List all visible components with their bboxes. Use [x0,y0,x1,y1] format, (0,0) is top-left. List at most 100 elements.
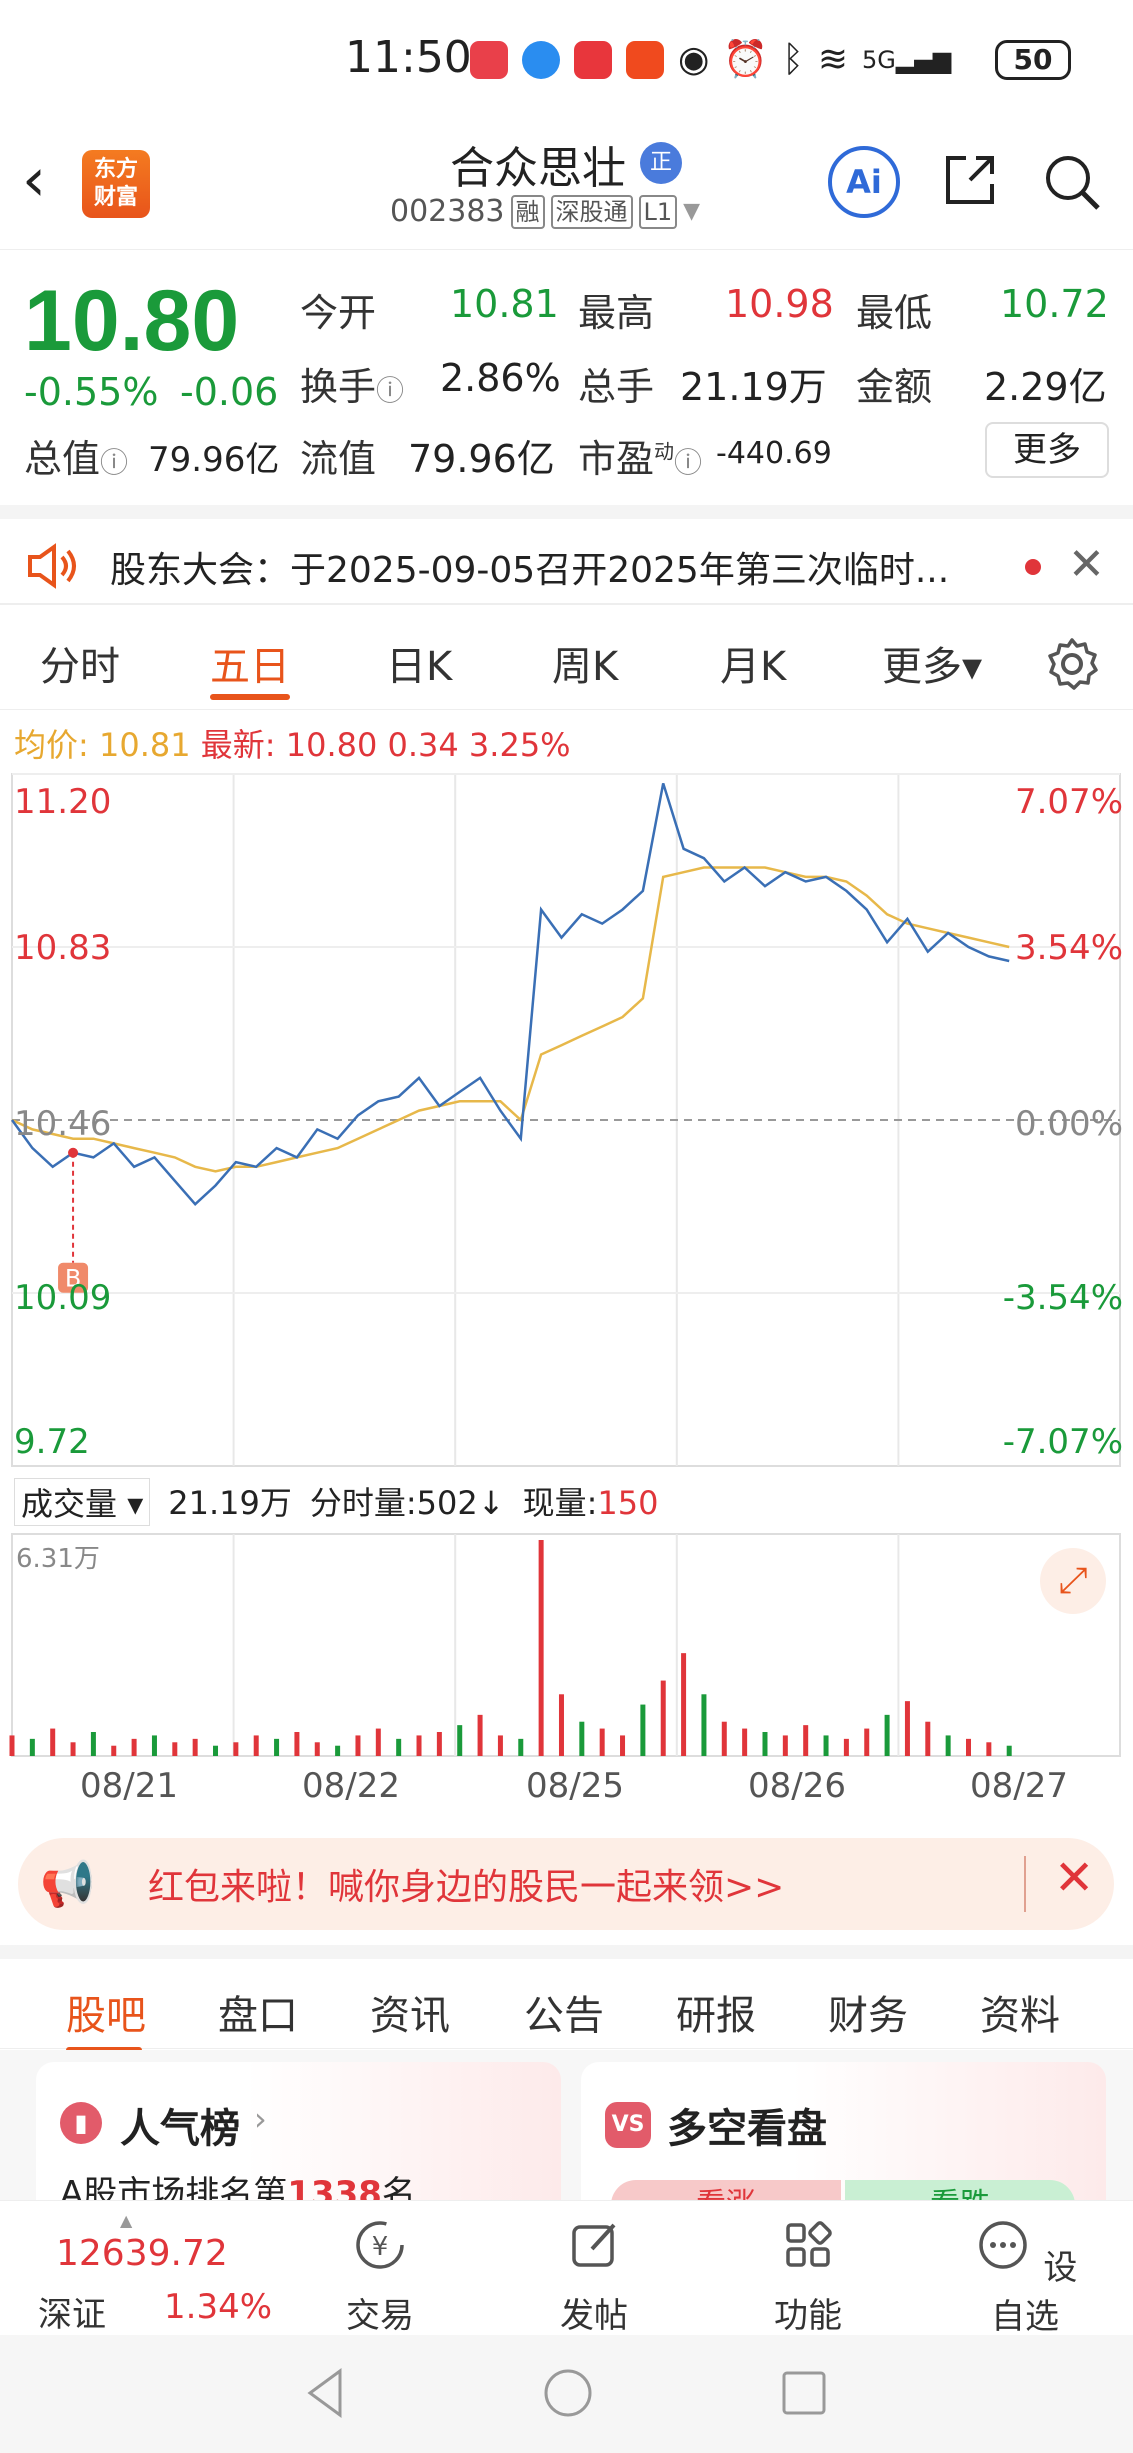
y-tick-left: 9.72 [14,1422,90,1462]
shield-app-icon [522,41,560,79]
eastmoney-logo[interactable]: 东方 财富 [82,150,150,218]
volume-bar [375,1728,381,1756]
bull-bear-title: 多空看盘 [667,2106,827,2152]
pe-label[interactable]: 市盈动ⓘ [578,437,703,481]
tab-guba[interactable]: 股吧 [66,1993,146,2039]
search-icon[interactable] [1040,150,1104,214]
tab-finance[interactable]: 财务 [828,1993,908,2039]
volume-bar [823,1735,829,1756]
tab-five-day[interactable]: 五日 [210,644,290,690]
volume-bar [721,1721,727,1756]
volume-bar [497,1735,503,1756]
price-chart-svg[interactable]: B [0,770,1133,1470]
volume-bar [1006,1745,1012,1756]
more-button[interactable]: 更多 [985,422,1109,478]
high-label: 最高 [578,291,655,335]
stock-name: 合众思壮 [450,143,626,194]
svg-text:¥: ¥ [372,2232,389,2262]
close-icon[interactable]: ✕ [1054,1850,1095,1906]
tab-announcements[interactable]: 公告 [524,1993,604,2039]
nav-home-icon[interactable] [540,2365,596,2421]
volume-max-label: 6.31万 [16,1544,100,1574]
post-button[interactable]: 发帖 [544,2215,644,2337]
features-button[interactable]: 功能 [758,2215,858,2337]
nav-back-icon[interactable] [300,2365,350,2421]
volume-chart[interactable]: 6.31万 ⤢ [0,1530,1133,1760]
weibo-app-icon [574,41,612,79]
volume-total: 21.19万 [168,1484,292,1522]
tab-weekly-k[interactable]: 周K [552,644,619,690]
volume-bar [904,1701,910,1756]
status-time: 11:50 [345,32,472,83]
tag-sz-connect: 深股通 [550,194,633,229]
share-icon[interactable] [940,150,1000,210]
bottom-toolbar: ▲ 12639.72 深证 1.34% ¥ 交易 发帖 功能 设自选 [0,2200,1133,2338]
tab-intraday[interactable]: 分时 [40,644,120,690]
y-tick-right: 0.00% [1014,1104,1123,1144]
tab-daily-k[interactable]: 日K [386,644,453,690]
tab-news[interactable]: 资讯 [370,1993,450,2039]
tab-monthly-k[interactable]: 月K [720,644,787,690]
amount-value: 2.29亿 [984,365,1107,409]
volume-bar [457,1725,463,1756]
ai-button[interactable]: Ai [828,146,900,218]
low-label: 最低 [856,291,933,335]
back-button[interactable]: ‹ [22,145,46,215]
x-label: 08/22 [302,1766,400,1806]
notice-bar[interactable]: 股东大会：于2025-09-05召开2025年第三次临时... ✕ [0,505,1133,605]
bearish-button[interactable]: 看跌 [845,2180,1075,2200]
tab-pankou[interactable]: 盘口 [218,1993,298,2039]
y-tick-right: -3.54% [1002,1278,1123,1318]
stock-code-row[interactable]: 002383 融 深股通 L1 ▼ [390,194,700,229]
pe-value: -440.69 [716,436,832,471]
chart-bar-icon: ▮ [60,2102,102,2144]
buy-marker-icon [58,1262,89,1293]
volume-label: 总手 [578,365,655,409]
notice-text: 股东大会：于2025-09-05召开2025年第三次临时... [110,550,950,591]
chart-info-row: 均价: 10.81 最新: 10.80 0.34 3.25% [14,720,571,766]
avg-price-line [11,866,1010,1173]
tag-level: L1 [638,194,678,229]
popularity-card[interactable]: ▮ 人气榜 › A股市场排名第1338名 [36,2062,561,2200]
volume-bar [29,1738,35,1756]
vs-icon: VS [605,2102,651,2148]
volume-bar [9,1735,15,1756]
volume-bar [355,1735,361,1756]
close-icon[interactable]: ✕ [1068,539,1105,590]
red-packet-banner[interactable]: 📢 红包来啦！喊你身边的股民一起来领>> ✕ [18,1838,1114,1930]
add-watchlist-button[interactable]: 设自选 [960,2215,1090,2338]
change-percent: -0.55% [24,370,159,414]
tab-profile[interactable]: 资料 [980,1993,1060,2039]
bullish-button[interactable]: 看涨 [611,2180,841,2200]
volume-bar [843,1738,849,1756]
volume-bar [701,1694,707,1756]
bull-bear-card[interactable]: VS 多空看盘 看涨 看跌 [581,2062,1106,2200]
float-label: 流值 [300,437,377,481]
price-chart[interactable]: B 11.20 10.83 10.46 10.09 9.72 7.07% 3.5… [0,770,1133,1470]
unread-dot [1025,559,1041,575]
mcap-label[interactable]: 总值ⓘ [24,437,129,481]
expand-icon[interactable]: ⤢ [1040,1548,1106,1614]
turnover-label[interactable]: 换手ⓘ [300,365,405,409]
quote-panel: 10.80 -0.55% -0.06 今开 10.81 最高 10.98 最低 … [0,252,1133,502]
y-tick-left: 11.20 [14,782,112,822]
volume-bar [884,1714,890,1756]
stock-header: ‹ 东方 财富 合众思壮 正 002383 融 深股通 L1 ▼ Ai [0,120,1133,250]
system-nav-bar [0,2335,1133,2453]
tab-more[interactable]: 更多▾ [882,644,983,690]
edit-icon [572,2223,616,2267]
volume-chart-svg[interactable] [0,1530,1133,1760]
volume-bar [233,1742,239,1756]
nav-recents-icon[interactable] [776,2365,832,2421]
trade-button[interactable]: ¥ 交易 [330,2215,430,2337]
change-amount: -0.06 [180,370,279,414]
current-volume: 现量:150 [522,1484,659,1522]
zheng-badge-icon: 正 [640,142,682,184]
price-line [10,783,1010,1206]
gear-icon[interactable] [1042,634,1102,694]
volume-bar [436,1732,442,1756]
volume-selector[interactable]: 成交量 ▾ [14,1478,151,1526]
tag-margin: 融 [510,194,545,229]
tab-research[interactable]: 研报 [676,1993,756,2039]
info-icon: ⓘ [100,446,129,479]
